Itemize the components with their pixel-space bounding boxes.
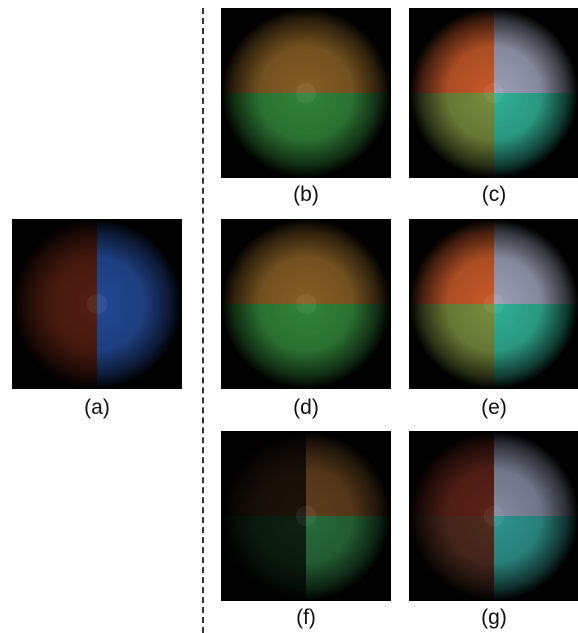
panel-g-caption: (g) xyxy=(481,606,507,629)
panel-d-image xyxy=(221,219,391,389)
region-tl xyxy=(12,219,97,304)
region-br xyxy=(97,304,182,389)
region-br xyxy=(494,304,578,389)
region-tl xyxy=(409,431,494,516)
disk-core xyxy=(86,293,108,315)
panel-disk xyxy=(221,219,391,389)
panel-disk xyxy=(221,8,391,178)
disk-core xyxy=(295,293,317,315)
region-bl xyxy=(409,516,494,601)
disk-core xyxy=(295,82,317,104)
panel-b-svg xyxy=(221,8,391,178)
panel-b-caption: (b) xyxy=(293,183,319,206)
region-bl xyxy=(12,304,97,389)
panel-e-image xyxy=(409,219,578,389)
region-bl xyxy=(221,516,306,601)
panel-d-svg xyxy=(221,219,391,389)
region-tr xyxy=(494,431,578,516)
panel-a-svg xyxy=(12,219,182,389)
panel-disk xyxy=(409,8,578,178)
panel-a-image xyxy=(12,219,182,389)
region-tr xyxy=(97,219,182,304)
disk-core xyxy=(483,293,505,315)
region-tl xyxy=(221,8,306,93)
panel-f-svg xyxy=(221,431,391,601)
panel-b-image xyxy=(221,8,391,178)
region-tl xyxy=(409,8,494,93)
region-br xyxy=(306,304,391,389)
disk-core xyxy=(483,82,505,104)
panel-e-caption: (e) xyxy=(481,396,507,419)
region-tl xyxy=(409,219,494,304)
panel-f-caption: (f) xyxy=(296,606,316,629)
region-tr xyxy=(306,8,391,93)
region-br xyxy=(306,516,391,601)
region-br xyxy=(494,516,578,601)
region-tr xyxy=(306,219,391,304)
region-br xyxy=(494,93,578,178)
panel-g-image xyxy=(409,431,578,601)
figure-divider xyxy=(202,8,204,633)
region-tr xyxy=(306,431,391,516)
disk-core xyxy=(483,505,505,527)
region-tr xyxy=(494,8,578,93)
region-br xyxy=(306,93,391,178)
region-bl xyxy=(221,93,306,178)
panel-c-caption: (c) xyxy=(481,183,507,206)
panel-disk xyxy=(221,431,391,601)
panel-c-svg xyxy=(409,8,578,178)
panel-disk xyxy=(409,219,578,389)
panel-a-caption: (a) xyxy=(84,396,110,419)
region-bl xyxy=(409,304,494,389)
region-bl xyxy=(221,304,306,389)
panel-g-svg xyxy=(409,431,578,601)
panel-e-svg xyxy=(409,219,578,389)
panel-c-image xyxy=(409,8,578,178)
panel-d-caption: (d) xyxy=(293,396,319,419)
region-bl xyxy=(409,93,494,178)
panel-disk xyxy=(409,431,578,601)
region-tl xyxy=(221,431,306,516)
region-tl xyxy=(221,219,306,304)
panel-disk xyxy=(12,219,182,389)
region-tr xyxy=(494,219,578,304)
panel-f-image xyxy=(221,431,391,601)
disk-core xyxy=(295,505,317,527)
